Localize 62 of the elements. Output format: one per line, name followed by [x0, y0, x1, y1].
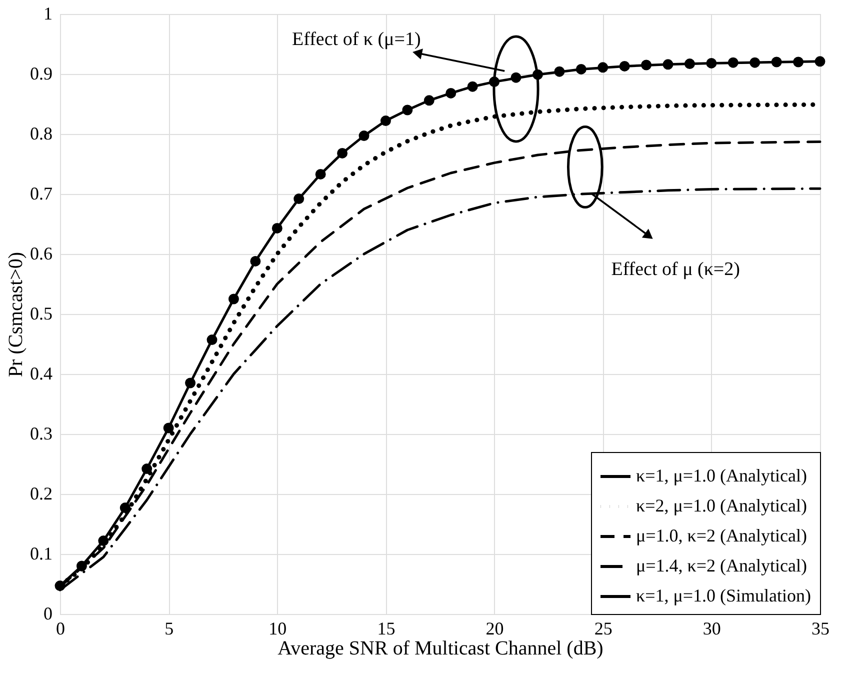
point — [750, 57, 760, 68]
point — [641, 60, 652, 70]
x-tick-label: 20 — [486, 618, 504, 638]
legend-label: μ=1.4, κ=2 (Analytical) — [636, 556, 807, 576]
y-tick-label: 0.8 — [30, 124, 52, 144]
point — [814, 56, 826, 67]
point — [598, 62, 608, 73]
legend-label: κ=1, μ=1.0 (Simulation) — [636, 586, 812, 606]
y-tick-label: 0.6 — [30, 244, 52, 264]
point — [54, 580, 66, 592]
point — [446, 88, 456, 98]
point — [142, 464, 152, 474]
annotation: Effect of κ (μ=1) — [292, 29, 421, 50]
y-tick-label: 0.3 — [30, 424, 52, 444]
point — [228, 294, 239, 304]
point — [272, 222, 282, 234]
point — [662, 59, 674, 70]
y-tick-label: 0.5 — [30, 304, 52, 324]
point — [684, 58, 695, 70]
y-tick-label: 0.7 — [30, 184, 52, 204]
point — [98, 536, 109, 546]
x-tick-label: 25 — [594, 618, 612, 638]
point — [576, 64, 586, 74]
legend-label: κ=1, μ=1.0 (Analytical) — [636, 466, 807, 486]
x-tick-label: 0 — [56, 618, 65, 638]
point — [337, 148, 348, 158]
y-tick-label: 1 — [44, 4, 52, 24]
point — [206, 334, 218, 346]
point — [467, 81, 478, 92]
y-tick-label: 0.1 — [30, 544, 52, 564]
point — [706, 58, 717, 68]
point — [424, 95, 434, 106]
point — [76, 560, 87, 572]
x-tick-label: 35 — [812, 618, 830, 638]
point — [380, 116, 391, 126]
point — [120, 502, 130, 514]
y-tick-label: 0.9 — [30, 64, 52, 84]
legend-label: μ=1.0, κ=2 (Analytical) — [636, 526, 807, 546]
point — [294, 194, 304, 204]
y-axis-title: Pr (Csmcast>0) — [5, 252, 27, 378]
y-tick-label: 0.2 — [30, 484, 52, 504]
point — [728, 57, 738, 68]
point — [619, 60, 630, 72]
point — [315, 168, 326, 180]
point — [793, 56, 804, 68]
point — [185, 378, 196, 388]
annotation: Effect of μ (κ=2) — [611, 259, 740, 280]
point — [358, 130, 370, 142]
point — [250, 256, 261, 266]
legend-label: κ=2, μ=1.0 (Analytical) — [636, 496, 807, 516]
x-tick-label: 15 — [377, 618, 396, 638]
x-axis-title: Average SNR of Multicast Channel (dB) — [278, 638, 604, 660]
x-tick-label: 5 — [164, 618, 174, 638]
y-tick-label: 0.4 — [30, 364, 52, 384]
x-tick-label: 30 — [702, 618, 721, 638]
point — [510, 72, 522, 83]
x-tick-label: 10 — [268, 618, 287, 638]
point — [402, 104, 413, 116]
point — [554, 66, 565, 77]
y-tick-label: 0 — [44, 604, 52, 624]
point — [771, 56, 782, 68]
point — [163, 422, 174, 434]
